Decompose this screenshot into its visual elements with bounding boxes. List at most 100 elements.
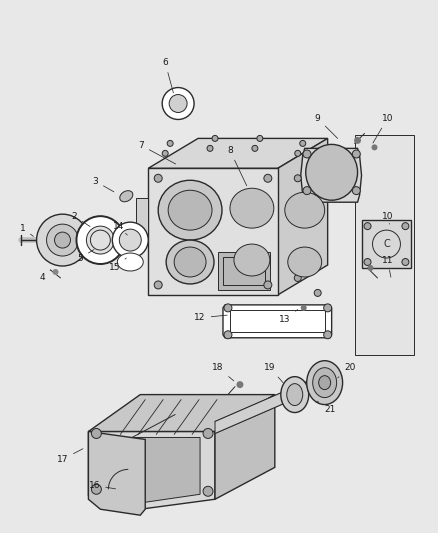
Ellipse shape xyxy=(256,135,262,141)
Text: 7: 7 xyxy=(138,141,175,164)
Text: 10: 10 xyxy=(381,212,392,224)
Ellipse shape xyxy=(168,190,212,230)
Ellipse shape xyxy=(162,87,194,119)
Text: 13: 13 xyxy=(279,310,297,325)
Ellipse shape xyxy=(158,180,222,240)
Polygon shape xyxy=(277,139,327,295)
Text: 9: 9 xyxy=(314,114,337,139)
Polygon shape xyxy=(136,198,148,235)
Text: 5: 5 xyxy=(78,249,94,263)
Polygon shape xyxy=(354,135,413,355)
Ellipse shape xyxy=(299,140,305,147)
Text: 16: 16 xyxy=(88,481,115,490)
Ellipse shape xyxy=(251,146,257,151)
Text: 15: 15 xyxy=(108,258,126,272)
Ellipse shape xyxy=(294,150,300,156)
Text: 6: 6 xyxy=(162,58,173,93)
Polygon shape xyxy=(148,168,277,295)
Ellipse shape xyxy=(323,304,331,312)
Ellipse shape xyxy=(312,368,336,398)
Text: 20: 20 xyxy=(337,363,354,378)
Ellipse shape xyxy=(154,281,162,289)
Ellipse shape xyxy=(293,274,300,281)
Ellipse shape xyxy=(46,224,78,256)
Text: 4: 4 xyxy=(40,270,50,282)
Text: C: C xyxy=(382,239,389,249)
Polygon shape xyxy=(88,394,274,432)
Ellipse shape xyxy=(352,187,360,195)
Polygon shape xyxy=(215,372,329,433)
Text: 14: 14 xyxy=(113,222,127,235)
Ellipse shape xyxy=(162,150,168,156)
Ellipse shape xyxy=(207,146,212,151)
Text: 19: 19 xyxy=(264,363,283,383)
Ellipse shape xyxy=(314,289,321,296)
Ellipse shape xyxy=(352,150,360,158)
Ellipse shape xyxy=(120,191,133,202)
Text: 12: 12 xyxy=(194,313,227,322)
Ellipse shape xyxy=(119,229,141,251)
Ellipse shape xyxy=(367,265,373,271)
Ellipse shape xyxy=(154,174,162,182)
Ellipse shape xyxy=(76,216,124,264)
Ellipse shape xyxy=(363,259,370,265)
Polygon shape xyxy=(218,252,269,290)
Ellipse shape xyxy=(314,190,321,197)
Ellipse shape xyxy=(236,381,243,388)
Ellipse shape xyxy=(223,331,231,339)
Text: 8: 8 xyxy=(226,146,246,185)
Ellipse shape xyxy=(233,244,269,276)
Ellipse shape xyxy=(302,187,310,195)
Ellipse shape xyxy=(212,135,218,141)
Ellipse shape xyxy=(230,188,273,228)
Ellipse shape xyxy=(223,304,231,312)
Ellipse shape xyxy=(112,222,148,258)
Ellipse shape xyxy=(353,137,360,144)
Ellipse shape xyxy=(263,174,271,182)
Ellipse shape xyxy=(323,331,331,339)
Ellipse shape xyxy=(166,240,214,284)
Ellipse shape xyxy=(91,484,101,494)
Ellipse shape xyxy=(286,384,302,406)
Ellipse shape xyxy=(263,281,271,289)
Ellipse shape xyxy=(371,144,377,150)
Ellipse shape xyxy=(306,361,342,405)
Ellipse shape xyxy=(174,247,205,277)
Ellipse shape xyxy=(401,259,408,265)
Ellipse shape xyxy=(36,214,88,266)
Ellipse shape xyxy=(293,175,300,182)
Ellipse shape xyxy=(117,253,143,271)
Text: 10: 10 xyxy=(372,114,392,143)
Ellipse shape xyxy=(363,223,370,230)
Ellipse shape xyxy=(203,486,212,496)
Text: 17: 17 xyxy=(57,449,83,464)
Ellipse shape xyxy=(86,226,114,254)
Ellipse shape xyxy=(53,269,58,275)
Ellipse shape xyxy=(280,377,308,413)
Ellipse shape xyxy=(167,140,173,147)
Ellipse shape xyxy=(305,144,357,200)
Text: 3: 3 xyxy=(92,177,113,192)
Ellipse shape xyxy=(300,305,306,311)
Ellipse shape xyxy=(284,192,324,228)
Text: 2: 2 xyxy=(71,212,90,227)
Polygon shape xyxy=(215,394,274,499)
Ellipse shape xyxy=(287,247,321,277)
Ellipse shape xyxy=(203,429,212,439)
Polygon shape xyxy=(88,432,215,509)
Ellipse shape xyxy=(169,94,187,112)
Ellipse shape xyxy=(318,376,330,390)
Text: 21: 21 xyxy=(316,401,335,414)
Text: 18: 18 xyxy=(212,363,233,381)
Polygon shape xyxy=(88,432,145,515)
Polygon shape xyxy=(361,220,410,268)
Text: 1: 1 xyxy=(20,224,33,237)
Polygon shape xyxy=(148,139,327,168)
Polygon shape xyxy=(223,305,331,338)
Text: 11: 11 xyxy=(381,255,392,277)
Ellipse shape xyxy=(302,150,310,158)
Ellipse shape xyxy=(91,429,101,439)
Polygon shape xyxy=(100,438,200,502)
Polygon shape xyxy=(300,148,361,202)
Ellipse shape xyxy=(401,223,408,230)
